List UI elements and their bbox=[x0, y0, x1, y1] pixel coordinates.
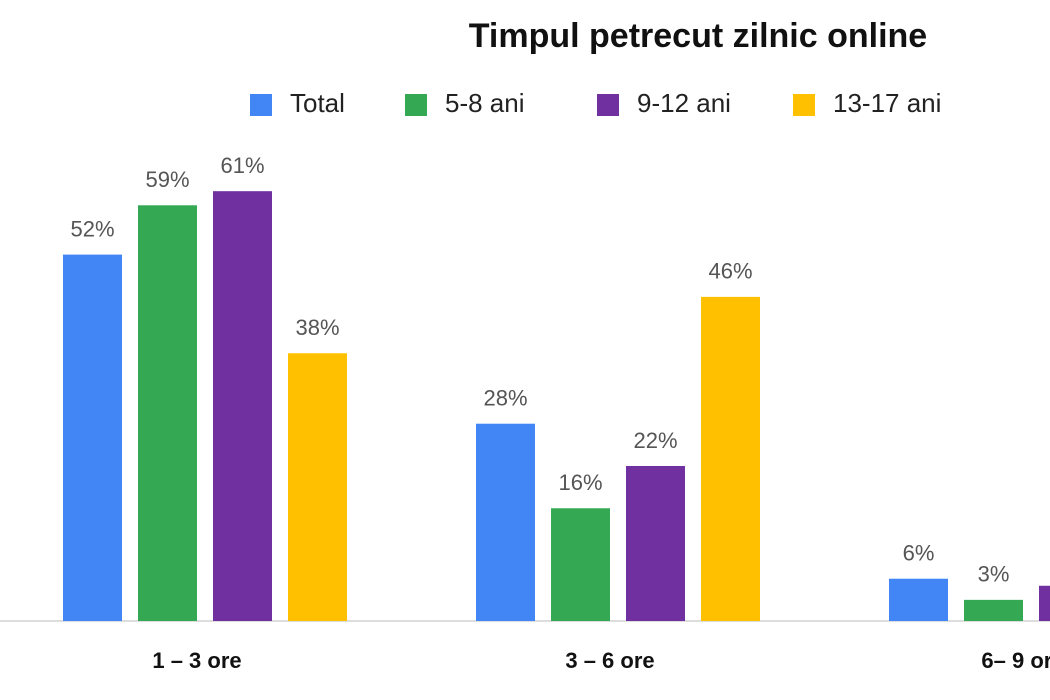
value-label: 52% bbox=[70, 216, 114, 241]
legend-swatch bbox=[597, 94, 619, 116]
value-label: 61% bbox=[220, 153, 264, 178]
value-label: 3% bbox=[978, 562, 1010, 587]
bar bbox=[288, 353, 347, 621]
bar bbox=[626, 465, 685, 621]
legend-label: 13-17 ani bbox=[833, 88, 941, 118]
value-label: 46% bbox=[708, 259, 752, 284]
value-label: 16% bbox=[558, 470, 602, 495]
chart-title: Timpul petrecut zilnic online bbox=[469, 17, 927, 55]
bar bbox=[1039, 585, 1050, 621]
value-label: 38% bbox=[295, 315, 339, 340]
bar bbox=[138, 205, 197, 621]
bar bbox=[63, 254, 122, 621]
bar bbox=[551, 508, 610, 621]
value-label: 59% bbox=[145, 167, 189, 192]
value-label: 28% bbox=[483, 386, 527, 411]
value-label: 22% bbox=[633, 428, 677, 453]
legend-swatch bbox=[405, 94, 427, 116]
bar bbox=[701, 296, 760, 621]
bar bbox=[213, 191, 272, 621]
legend-swatch bbox=[793, 94, 815, 116]
x-tick-label: 3 – 6 ore bbox=[565, 648, 654, 673]
legend-label: 9-12 ani bbox=[637, 88, 731, 118]
bar bbox=[889, 578, 948, 621]
legend-label: 5-8 ani bbox=[445, 88, 525, 118]
legend-label: Total bbox=[290, 88, 345, 118]
value-label: 6% bbox=[903, 541, 935, 566]
bar bbox=[476, 423, 535, 621]
x-tick-label: 1 – 3 ore bbox=[152, 648, 241, 673]
bar bbox=[964, 599, 1023, 621]
legend-swatch bbox=[250, 94, 272, 116]
x-tick-label: 6– 9 ore bbox=[981, 648, 1050, 673]
